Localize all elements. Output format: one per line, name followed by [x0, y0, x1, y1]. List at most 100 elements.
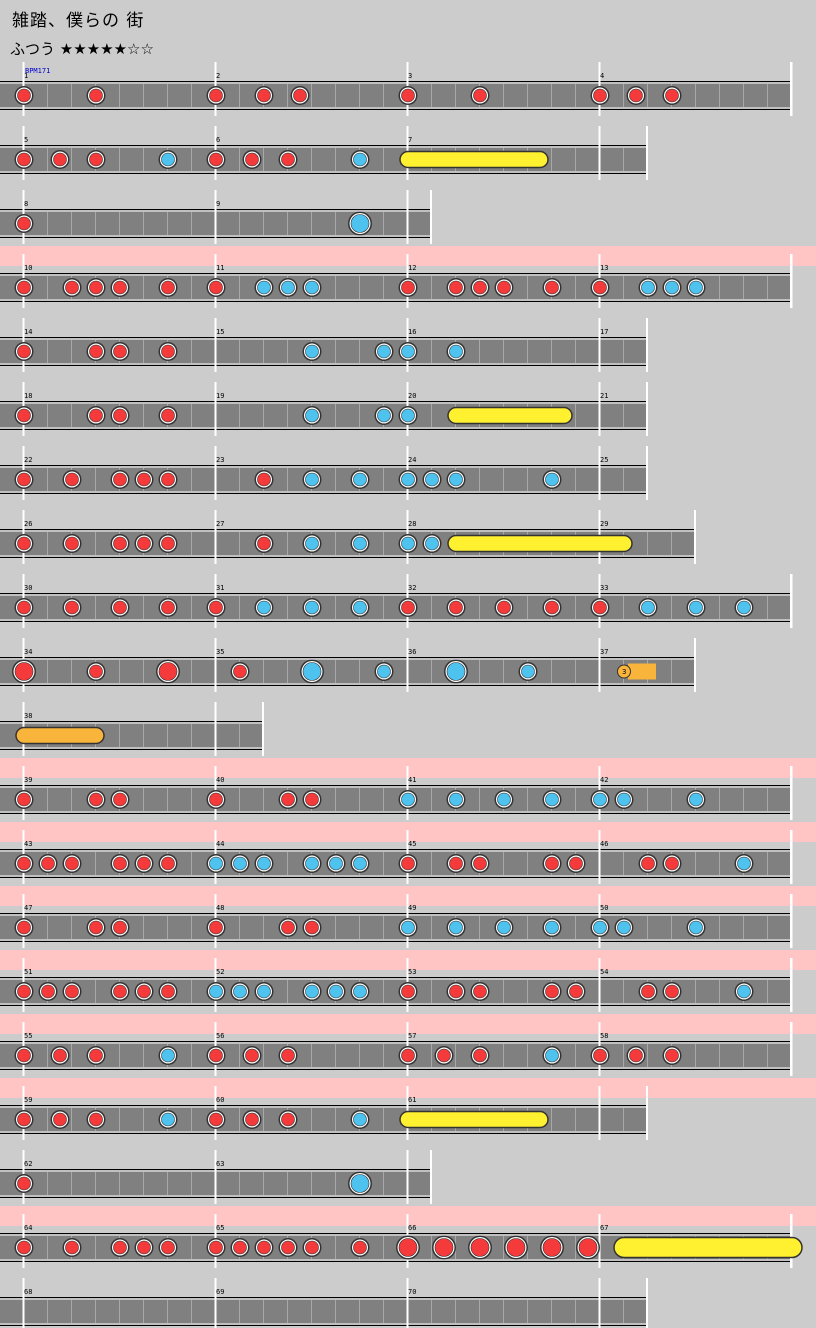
chart-row: 38 [0, 702, 264, 756]
don-note [161, 408, 175, 423]
drumroll-note [15, 726, 105, 745]
don-note [281, 920, 295, 935]
ka-note [449, 472, 463, 487]
lane [0, 337, 648, 366]
measure-number: 21 [600, 392, 608, 400]
don-note [305, 792, 319, 807]
ka-note [545, 1048, 559, 1063]
ka-note [257, 600, 271, 615]
ka-note [401, 536, 415, 551]
don-note [470, 1238, 490, 1257]
measure-number: 14 [24, 328, 32, 336]
don-note [137, 856, 151, 871]
don-note [14, 662, 34, 681]
ka-note [425, 472, 439, 487]
measure-number: 50 [600, 904, 608, 912]
measure-number: 43 [24, 840, 32, 848]
ka-note [737, 984, 751, 999]
ka-note [689, 280, 703, 295]
don-note [353, 1240, 367, 1255]
don-note [113, 1240, 127, 1255]
don-note [545, 600, 559, 615]
course-difficulty: ふつう ★★★★★☆☆ [10, 38, 154, 59]
lane [0, 657, 696, 686]
measure-number: 41 [408, 776, 416, 784]
measure-number: 62 [24, 1160, 32, 1168]
don-note [53, 152, 67, 167]
don-note [113, 600, 127, 615]
ka-note [689, 600, 703, 615]
don-note [113, 536, 127, 551]
ka-note [593, 920, 607, 935]
don-note [17, 600, 31, 615]
ka-note [161, 1112, 175, 1127]
don-note [665, 88, 679, 103]
measure-number: 28 [408, 520, 416, 528]
chart-row: 1 2 3 4 BPM171 [0, 62, 793, 116]
ka-note [617, 920, 631, 935]
chart-row: 26 27 28 29 [0, 510, 696, 564]
don-note [473, 88, 487, 103]
measure-number: 5 [24, 136, 28, 144]
don-note [89, 280, 103, 295]
ka-note [353, 1112, 367, 1127]
don-note [665, 856, 679, 871]
don-note [209, 280, 223, 295]
measure-number: 23 [216, 456, 224, 464]
don-note [17, 920, 31, 935]
ka-note [281, 280, 295, 295]
ka-note [305, 280, 319, 295]
chart-row: 55 56 57 58 [0, 1014, 816, 1076]
don-note [209, 1240, 223, 1255]
don-note [545, 856, 559, 871]
don-note [89, 664, 103, 679]
don-note [209, 88, 223, 103]
measure-number: 33 [600, 584, 608, 592]
ka-note [209, 856, 223, 871]
don-note [209, 792, 223, 807]
drumroll-note [447, 534, 633, 553]
measure-number: 46 [600, 840, 608, 848]
don-note [257, 1240, 271, 1255]
chart-row: 47 48 49 50 [0, 886, 816, 948]
don-note [17, 792, 31, 807]
don-note [209, 600, 223, 615]
measure-number: 19 [216, 392, 224, 400]
don-note [629, 1048, 643, 1063]
don-note [17, 344, 31, 359]
ka-note [353, 984, 367, 999]
measure-number: 67 [600, 1224, 608, 1232]
ka-note [617, 792, 631, 807]
don-note [17, 88, 31, 103]
don-note [437, 1048, 451, 1063]
don-note [449, 984, 463, 999]
don-note [401, 856, 415, 871]
measure-number: 39 [24, 776, 32, 784]
ka-note [305, 472, 319, 487]
don-note [53, 1112, 67, 1127]
measure-number: 15 [216, 328, 224, 336]
don-note [209, 1112, 223, 1127]
don-note [65, 536, 79, 551]
measure-number: 30 [24, 584, 32, 592]
measure-number: 47 [24, 904, 32, 912]
don-note [137, 536, 151, 551]
don-note [113, 472, 127, 487]
don-note [161, 344, 175, 359]
measure-number: 63 [216, 1160, 224, 1168]
don-note [89, 792, 103, 807]
don-note [398, 1238, 418, 1257]
don-note [473, 1048, 487, 1063]
don-note [113, 280, 127, 295]
ka-note [353, 536, 367, 551]
ka-note [257, 856, 271, 871]
ka-note [329, 984, 343, 999]
measure-number: 13 [600, 264, 608, 272]
don-note [137, 472, 151, 487]
don-note [89, 920, 103, 935]
measure-number: 37 [600, 648, 608, 656]
ka-note [689, 920, 703, 935]
chart-row: 39 40 41 42 [0, 758, 816, 820]
measure-number: 70 [408, 1288, 416, 1296]
